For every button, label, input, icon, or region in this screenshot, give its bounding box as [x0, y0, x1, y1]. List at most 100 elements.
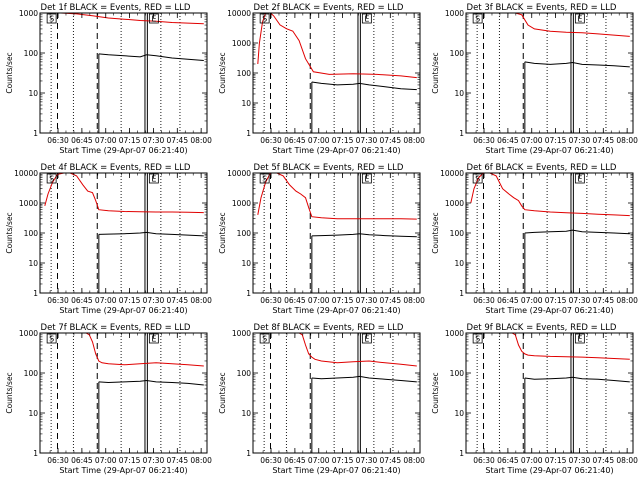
start-flag-label: S — [262, 15, 267, 24]
x-tick-label: 07:00 — [95, 136, 117, 145]
y-tick-label: 10000 — [14, 169, 38, 178]
y-axis-label: Counts/sec — [218, 372, 227, 413]
x-tick-label: 07:45 — [379, 296, 401, 305]
y-tick-label: 100 — [237, 369, 252, 378]
chart-panel-7: Det 7f BLACK = Events, RED = LLD Counts/s… — [5, 323, 212, 475]
x-tick-label: 07:45 — [592, 136, 614, 145]
y-tick-label: 1000 — [19, 199, 38, 208]
x-tick-label: 07:15 — [332, 136, 354, 145]
x-tick-label: 07:45 — [592, 296, 614, 305]
chart-title: Det 6f BLACK = Events, RED = LLD — [467, 163, 617, 173]
x-tick-label: 07:45 — [166, 456, 188, 465]
y-tick-label: 10000 — [440, 169, 464, 178]
plot-frame — [252, 332, 421, 454]
y-tick-label: 10 — [241, 259, 251, 268]
end-flag-box — [361, 333, 372, 344]
y-tick-label: 1 — [459, 129, 464, 138]
series-line-events — [311, 81, 417, 91]
y-axis-label: Counts/sec — [5, 212, 14, 253]
plot-area — [470, 13, 630, 133]
x-tick-label: 06:30 — [260, 456, 282, 465]
plot-frame — [39, 332, 208, 454]
y-tick-label: 100 — [237, 229, 252, 238]
chart-panel-1: Det 1f BLACK = Events, RED = LLD Counts/s… — [5, 3, 212, 155]
series-line-lld — [44, 333, 204, 367]
y-tick-label: 100 — [450, 229, 465, 238]
plot-frame — [39, 12, 208, 134]
start-flag-box — [259, 173, 270, 184]
end-flag-label: E — [577, 15, 582, 24]
x-tick-label: 08:00 — [403, 136, 425, 145]
x-tick-label: 06:30 — [260, 136, 282, 145]
x-tick-label: 07:00 — [521, 136, 543, 145]
x-tick-label: 07:30 — [356, 456, 378, 465]
x-tick-label: 06:45 — [284, 456, 306, 465]
start-flag-box — [46, 13, 57, 24]
chart-panel-4: Det 4f BLACK = Events, RED = LLD Counts/s… — [5, 163, 212, 315]
chart-panel-5: Det 5f BLACK = Events, RED = LLD Counts/s… — [218, 163, 425, 315]
plot-frame — [465, 172, 634, 294]
end-flag-label: E — [151, 175, 156, 184]
chart-panel-2: Det 2f BLACK = Events, RED = LLD Counts/s… — [218, 3, 425, 155]
x-tick-label: 06:30 — [47, 296, 69, 305]
series-line-lld — [257, 333, 417, 367]
x-tick-label: 06:30 — [473, 296, 495, 305]
y-tick-label: 1000 — [445, 329, 464, 338]
y-tick-label: 10 — [241, 99, 251, 108]
x-tick-label: 08:00 — [190, 296, 212, 305]
plot-area — [470, 173, 630, 293]
x-tick-label: 07:45 — [166, 296, 188, 305]
plot-frame — [252, 12, 421, 134]
y-tick-label: 1 — [33, 449, 38, 458]
y-tick-label: 1000 — [445, 199, 464, 208]
x-tick-label: 06:30 — [260, 296, 282, 305]
end-flag-label: E — [151, 15, 156, 24]
x-tick-label: 06:45 — [284, 136, 306, 145]
plot-area — [257, 13, 417, 133]
end-flag-label: E — [577, 175, 582, 184]
end-flag-label: E — [364, 175, 369, 184]
x-tick-label: 06:30 — [473, 136, 495, 145]
chart-title: Det 2f BLACK = Events, RED = LLD — [254, 3, 404, 13]
y-tick-label: 10 — [28, 89, 38, 98]
chart-title: Det 3f BLACK = Events, RED = LLD — [467, 3, 617, 13]
series-line-lld — [470, 173, 630, 217]
y-tick-label: 10 — [28, 259, 38, 268]
chart-title: Det 1f BLACK = Events, RED = LLD — [41, 3, 191, 13]
x-axis-label: Start Time (29-Apr-07 06:21:40) — [485, 306, 613, 315]
y-axis-label: Counts/sec — [218, 212, 227, 253]
x-tick-label: 07:30 — [356, 296, 378, 305]
series-line-events — [98, 53, 204, 61]
y-tick-label: 100 — [24, 229, 39, 238]
x-tick-label: 07:30 — [569, 456, 591, 465]
series-line-events — [524, 229, 630, 235]
start-flag-label: S — [49, 175, 54, 184]
series-line-events — [311, 375, 417, 383]
y-tick-label: 1000 — [19, 329, 38, 338]
x-tick-label: 06:45 — [284, 296, 306, 305]
plot-area — [470, 333, 630, 453]
x-tick-label: 07:45 — [592, 456, 614, 465]
end-flag-box — [361, 173, 372, 184]
start-flag-box — [472, 13, 483, 24]
y-tick-label: 10 — [28, 409, 38, 418]
x-tick-label: 07:30 — [143, 136, 165, 145]
x-axis-label: Start Time (29-Apr-07 06:21:40) — [59, 466, 187, 475]
x-axis-label: Start Time (29-Apr-07 06:21:40) — [59, 146, 187, 155]
x-axis-label: Start Time (29-Apr-07 06:21:40) — [485, 146, 613, 155]
y-tick-label: 1 — [33, 289, 38, 298]
end-flag-box — [148, 13, 159, 24]
y-tick-label: 10000 — [227, 169, 251, 178]
y-tick-label: 100 — [450, 369, 465, 378]
y-tick-label: 1 — [246, 289, 251, 298]
y-tick-label: 1 — [246, 129, 251, 138]
end-flag-label: E — [364, 335, 369, 344]
chart-panel-3: Det 3f BLACK = Events, RED = LLD Counts/s… — [431, 3, 638, 155]
x-axis-label: Start Time (29-Apr-07 06:21:40) — [272, 466, 400, 475]
y-axis-label: Counts/sec — [5, 372, 14, 413]
plot-area — [44, 13, 204, 133]
y-tick-label: 100 — [24, 369, 39, 378]
x-axis-label: Start Time (29-Apr-07 06:21:40) — [272, 306, 400, 315]
start-flag-box — [472, 173, 483, 184]
chart-title: Det 4f BLACK = Events, RED = LLD — [41, 163, 191, 173]
